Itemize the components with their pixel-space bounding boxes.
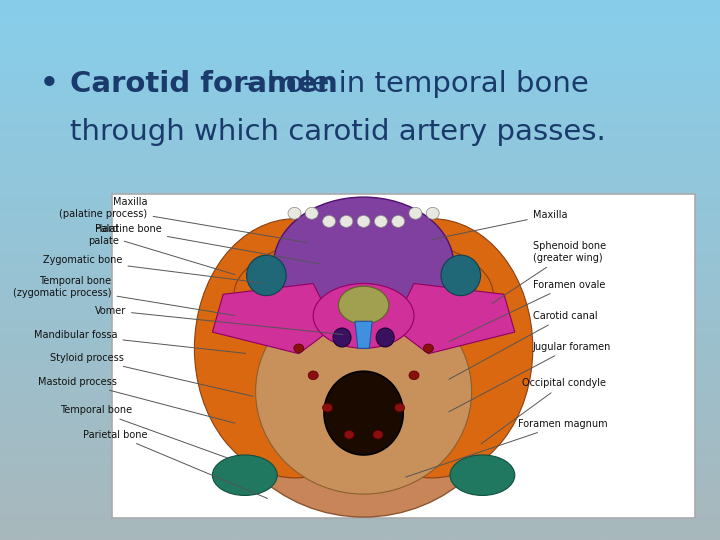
Polygon shape <box>392 284 515 354</box>
Text: Parietal bone: Parietal bone <box>83 430 267 498</box>
Text: Mandibular fossa: Mandibular fossa <box>34 330 246 353</box>
Ellipse shape <box>212 455 277 496</box>
Ellipse shape <box>274 197 454 332</box>
Ellipse shape <box>324 372 403 455</box>
Ellipse shape <box>340 215 353 227</box>
Text: Temporal bone: Temporal bone <box>60 406 228 458</box>
Polygon shape <box>355 321 372 348</box>
FancyBboxPatch shape <box>112 194 695 518</box>
Text: Carotid foramen: Carotid foramen <box>70 70 338 98</box>
Ellipse shape <box>441 255 481 295</box>
Text: Maxilla
(palatine process): Maxilla (palatine process) <box>60 197 307 242</box>
Text: Styloid process: Styloid process <box>50 353 253 396</box>
Ellipse shape <box>344 430 354 439</box>
Text: Foramen magnum: Foramen magnum <box>406 419 608 477</box>
Ellipse shape <box>323 215 336 227</box>
Ellipse shape <box>256 289 472 494</box>
Ellipse shape <box>338 286 389 324</box>
Text: Zygomatic bone: Zygomatic bone <box>43 255 264 283</box>
Ellipse shape <box>392 215 405 227</box>
Ellipse shape <box>374 215 387 227</box>
Ellipse shape <box>234 235 493 354</box>
Ellipse shape <box>308 371 318 380</box>
Ellipse shape <box>288 207 301 219</box>
Text: Mastoid process: Mastoid process <box>37 377 235 423</box>
Text: Occipital condyle: Occipital condyle <box>481 379 606 444</box>
Text: Palatine bone: Palatine bone <box>95 225 321 264</box>
Ellipse shape <box>373 430 383 439</box>
Ellipse shape <box>323 403 333 412</box>
Ellipse shape <box>246 255 287 295</box>
Ellipse shape <box>423 344 433 353</box>
Ellipse shape <box>409 371 419 380</box>
Ellipse shape <box>450 455 515 496</box>
Text: Jugular foramen: Jugular foramen <box>449 342 611 412</box>
Ellipse shape <box>194 219 396 478</box>
Ellipse shape <box>209 212 518 517</box>
Text: Sphenoid bone
(greater wing): Sphenoid bone (greater wing) <box>492 241 606 303</box>
Text: Vomer: Vomer <box>95 306 343 334</box>
Text: Temporal bone
(zygomatic process): Temporal bone (zygomatic process) <box>13 276 235 315</box>
Ellipse shape <box>426 207 439 219</box>
Ellipse shape <box>409 207 422 219</box>
Text: Foramen ovale: Foramen ovale <box>449 280 606 342</box>
Text: Maxilla: Maxilla <box>431 210 567 240</box>
Text: •: • <box>40 70 58 98</box>
Ellipse shape <box>357 215 370 227</box>
Polygon shape <box>212 284 335 354</box>
Ellipse shape <box>377 328 395 347</box>
Ellipse shape <box>395 403 405 412</box>
Text: Carotid canal: Carotid canal <box>449 311 598 380</box>
Ellipse shape <box>313 284 414 348</box>
Text: through which carotid artery passes.: through which carotid artery passes. <box>70 118 606 146</box>
Ellipse shape <box>333 328 351 347</box>
Text: Hard
palate: Hard palate <box>88 224 235 275</box>
Text: – hole in temporal bone: – hole in temporal bone <box>234 70 589 98</box>
Ellipse shape <box>331 219 533 478</box>
Ellipse shape <box>305 207 318 219</box>
Ellipse shape <box>294 344 304 353</box>
